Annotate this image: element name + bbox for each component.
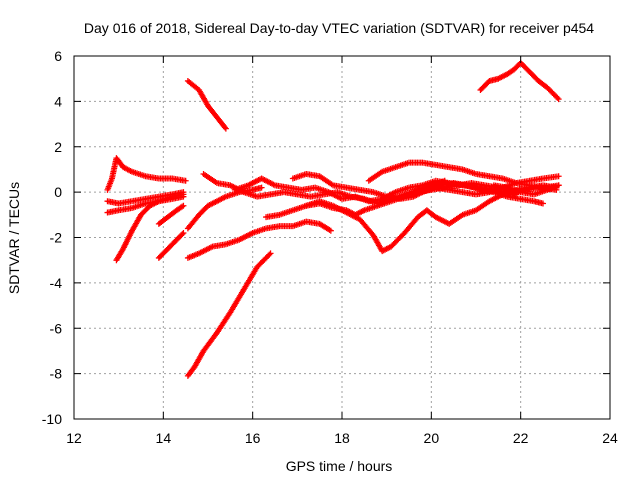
data-point [540,200,546,207]
data-point [555,96,562,103]
chart-title: Day 016 of 2018, Sidereal Day-to-day VTE… [84,20,594,36]
data-point [258,184,265,191]
x-tick-label: 24 [602,430,618,446]
data-point [555,173,562,180]
data-point [221,124,228,131]
x-tick-label: 18 [334,430,350,446]
y-tick-label: 6 [54,48,62,64]
y-tick-label: -2 [50,230,63,246]
series-track-17 [477,59,562,103]
x-axis-label: GPS time / hours [286,458,393,474]
series-track-6 [155,202,187,227]
data-point [180,229,187,236]
y-tick-label: 2 [54,139,62,155]
x-tick-label: 12 [66,430,82,446]
data-point [180,193,187,200]
y-tick-label: 0 [54,184,62,200]
series-track-8 [184,218,334,261]
data-point [267,250,274,257]
y-tick-label: 4 [54,93,62,109]
axis-ticks [73,55,611,420]
x-tick-label: 22 [513,430,529,446]
x-tick-label: 14 [156,430,172,446]
data-point [266,251,273,258]
y-axis-label: SDTVAR / TECUs [6,182,22,294]
data-marks [104,59,562,379]
x-tick-label: 20 [424,430,440,446]
x-tick-label: 16 [245,430,261,446]
data-point [555,182,562,189]
data-point [182,177,189,184]
y-tick-label: -6 [50,320,63,336]
series-track-7 [184,77,229,132]
data-point [179,231,186,238]
y-tick-label: -8 [50,366,63,382]
series-track-3 [104,189,187,207]
data-point [327,227,334,234]
series-track-4 [113,193,187,264]
series-track-1 [104,155,189,193]
series-track-5 [155,229,187,261]
data-point [180,202,187,209]
grid-lines [74,56,610,419]
data-point [222,125,229,132]
y-tick-label: -10 [42,411,62,427]
data-point [554,94,561,101]
series-track-10 [184,250,274,379]
y-tick-label: -4 [50,275,63,291]
series-track-19 [490,182,562,198]
data-point [179,203,186,210]
